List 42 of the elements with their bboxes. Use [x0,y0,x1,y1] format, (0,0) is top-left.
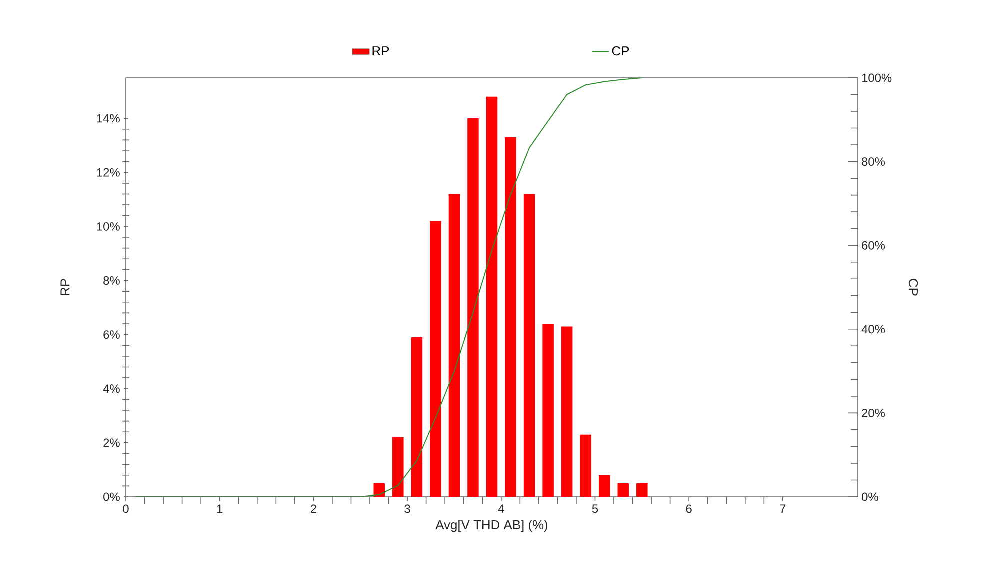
bar [561,326,573,497]
bar [411,338,423,497]
y2-tick-label: 20% [862,408,886,418]
bar [598,475,610,497]
y-axis-title: RP [60,279,70,296]
x-tick-label: 7 [780,504,786,513]
bar [636,483,648,497]
bar [392,438,404,497]
bar [430,221,442,497]
y2-tick-label: 80% [862,158,886,166]
x-tick-label: 2 [310,504,316,514]
bar [505,137,516,497]
bar [618,483,630,497]
y-tick-label: 14% [97,114,120,123]
y2-tick-label: 100% [862,74,892,82]
bar [524,194,536,497]
legend-label: RP [372,46,390,56]
x-tick-label: 3 [404,504,410,514]
y-tick-label: 4% [103,384,120,394]
bar [448,194,460,497]
bar [486,96,498,497]
y2-tick-label: 40% [862,325,886,334]
bar [580,434,592,497]
y-tick-label: 6% [104,330,120,340]
y2-tick-label: 0% [862,492,878,502]
x-tick-label: 1 [217,504,223,513]
x-tick-label: 6 [686,504,692,514]
y-tick-label: 0% [104,492,120,502]
y-tick-label: 8% [104,276,120,285]
y-tick-label: 2% [104,438,120,448]
x-tick-label: 4 [498,504,504,513]
x-axis-title: Avg[V THD AB] (%) [436,520,548,532]
y2-tick-label: 60% [862,241,886,250]
bar [468,118,479,497]
line-series [134,78,643,497]
y-tick-label: 12% [97,168,120,177]
x-tick-label: 0 [123,504,129,514]
x-tick-label: 5 [592,504,598,514]
bar [542,324,554,497]
legend-label: CP [612,46,629,56]
y2-axis-title: CP [908,279,918,296]
y-tick-label: 10% [97,222,120,231]
